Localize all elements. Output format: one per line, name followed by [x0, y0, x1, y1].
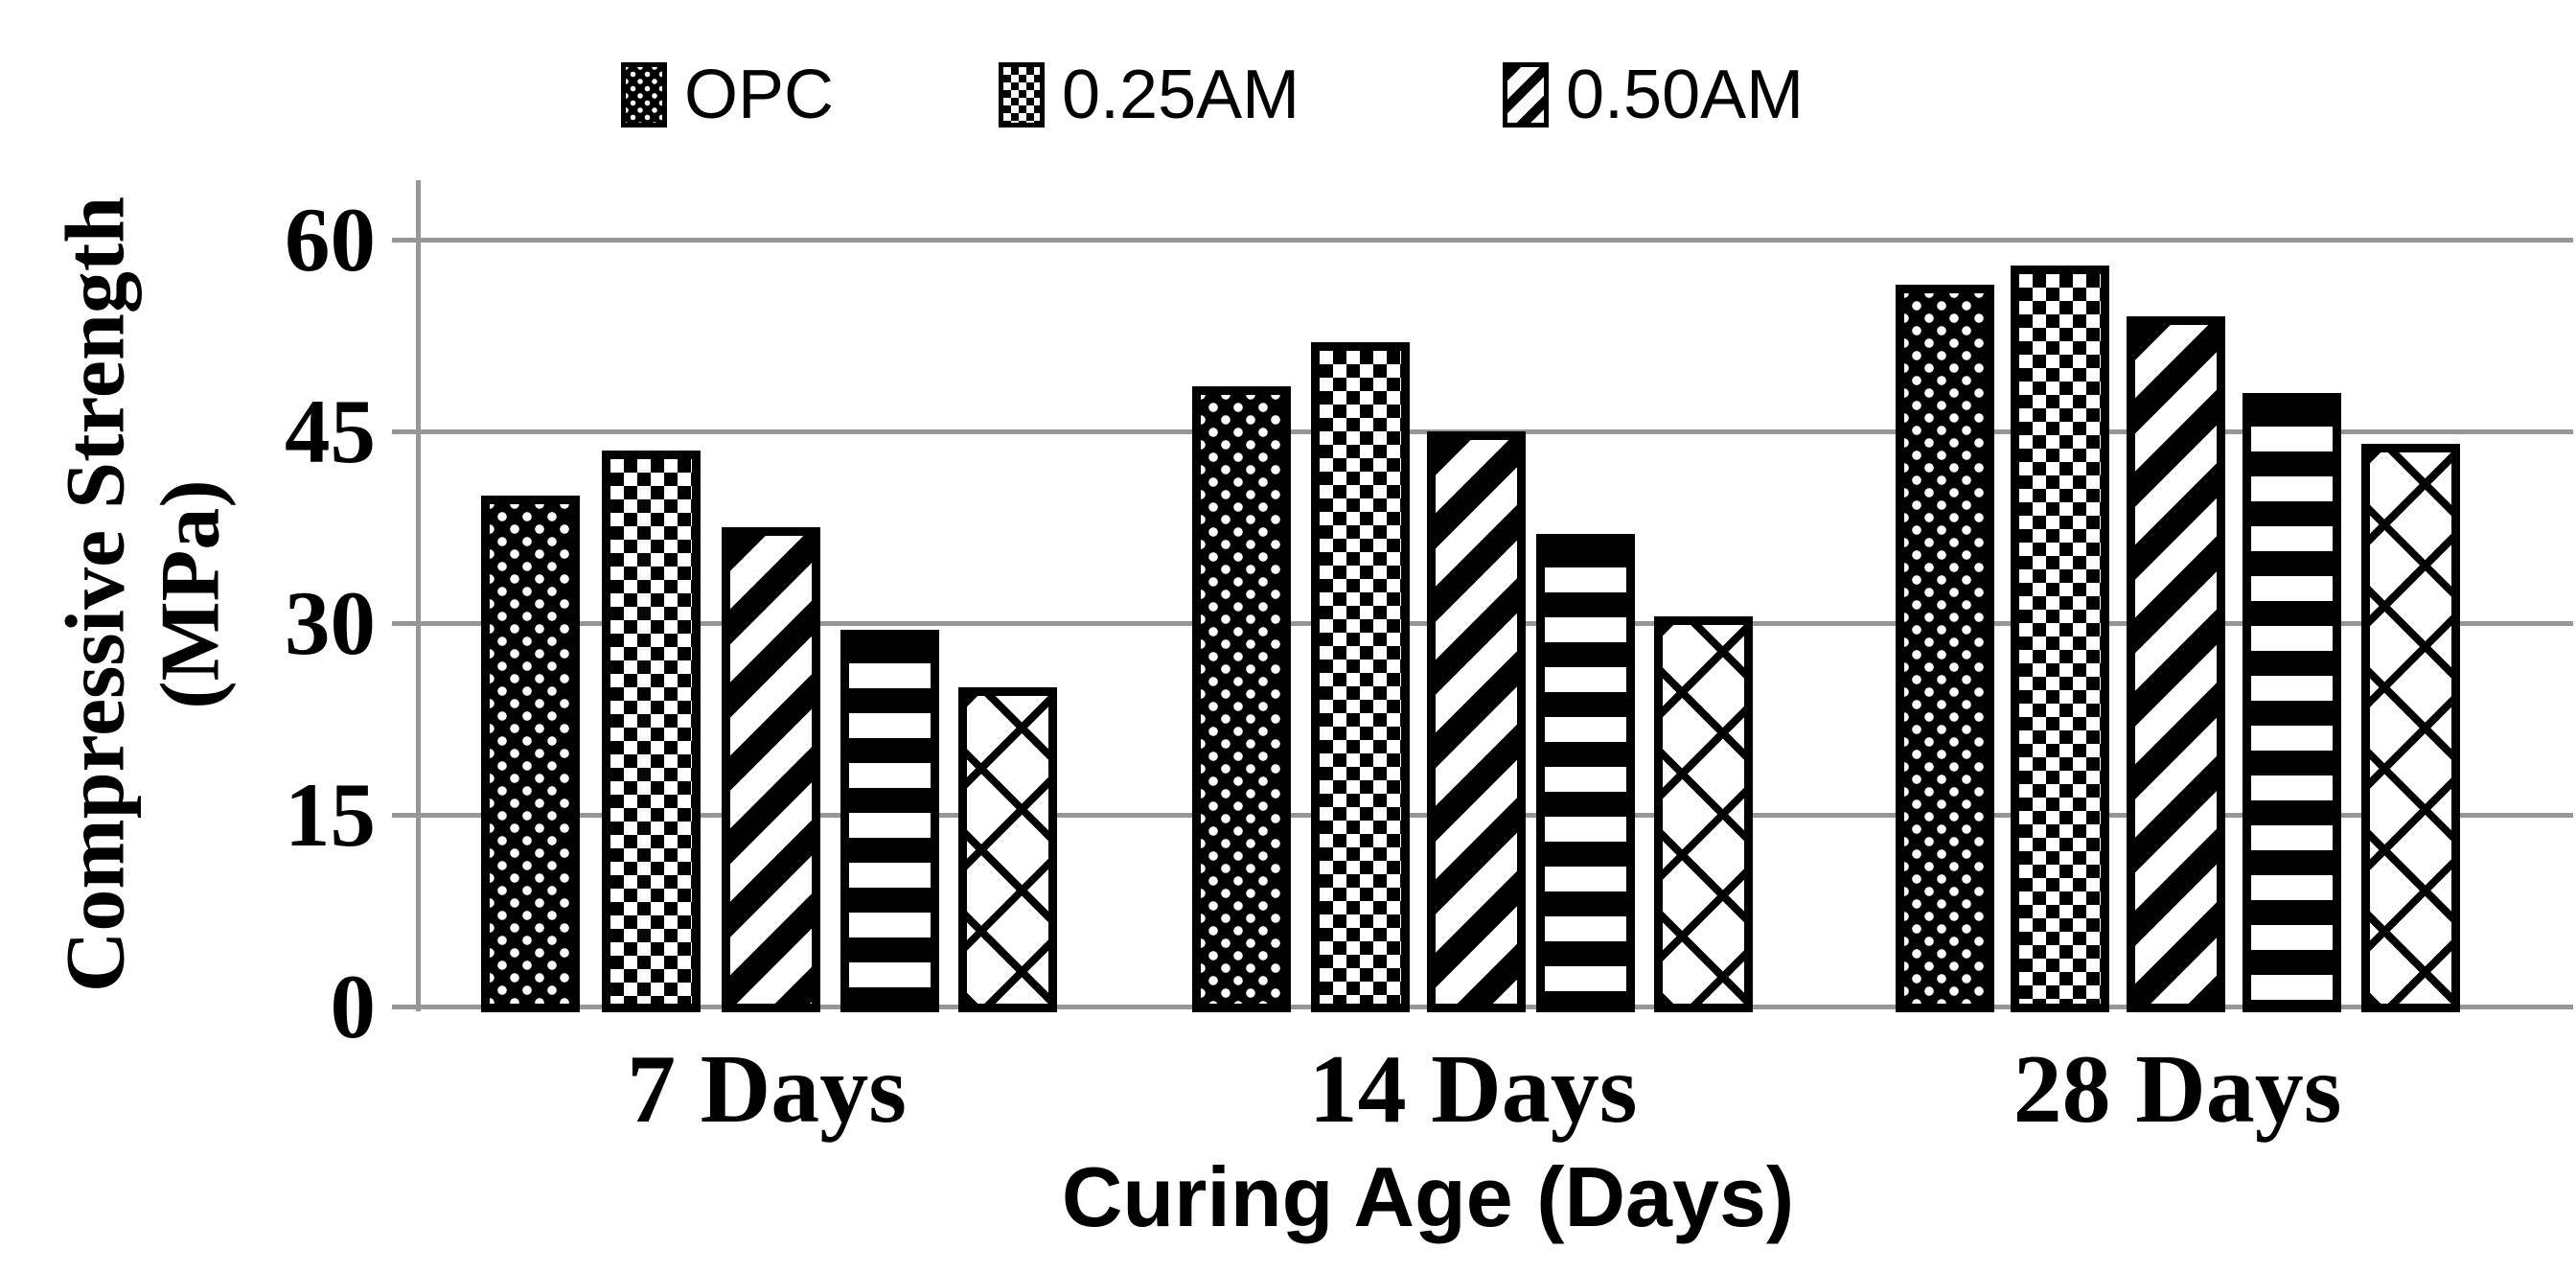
x-axis-title: Curing Age (Days): [1061, 1149, 1795, 1244]
y-axis-title-line1: Compressive Strength: [49, 196, 143, 993]
bar-28days-series4: [2242, 393, 2341, 1012]
bar-14days-0.50AM: [1427, 431, 1526, 1012]
y-tick-label-0: 0: [330, 956, 377, 1057]
bar-7days-series5: [958, 686, 1057, 1012]
legend-swatch-diagonal-stripes-icon: [1503, 62, 1549, 127]
y-tick-label-45: 45: [285, 381, 376, 482]
y-tick-45: [392, 429, 419, 434]
bar-28days-series5: [2361, 444, 2460, 1012]
bar-7days-0.50AM: [722, 527, 820, 1012]
category-label-28days: 28 Days: [2012, 1035, 2342, 1144]
y-axis-line: [416, 180, 421, 1011]
bar-28days-0.25AM: [2011, 265, 2109, 1012]
bar-7days-OPC: [481, 495, 580, 1012]
bar-14days-OPC: [1192, 386, 1291, 1012]
legend-label-0.25am: 0.25AM: [1062, 57, 1300, 133]
bar-28days-0.50AM: [2127, 316, 2225, 1012]
y-tick-60: [392, 238, 419, 243]
bar-28days-OPC: [1896, 284, 1994, 1012]
gridline-60: [419, 238, 2573, 243]
category-label-7days: 7 Days: [627, 1035, 907, 1144]
y-tick-15: [392, 813, 419, 818]
y-tick-label-15: 15: [285, 764, 376, 866]
legend-item-0.25am: 0.25AM: [999, 56, 1300, 134]
category-label-14days: 14 Days: [1308, 1035, 1638, 1144]
y-tick-label-60: 60: [285, 189, 376, 290]
legend-swatch-checkerboard-icon: [999, 62, 1045, 127]
legend-item-opc: OPC: [621, 56, 834, 134]
y-tick-0: [392, 1005, 419, 1009]
y-tick-label-30: 30: [285, 572, 376, 674]
bar-7days-0.25AM: [602, 451, 701, 1012]
bar-7days-series4: [840, 629, 939, 1012]
y-axis-title: Compressive Strength (MPa): [49, 197, 238, 992]
y-tick-30: [392, 621, 419, 626]
bar-14days-series4: [1536, 533, 1635, 1012]
legend-label-0.50am: 0.50AM: [1566, 57, 1805, 133]
bar-14days-series5: [1654, 616, 1753, 1012]
legend-swatch-dots-on-black-icon: [621, 62, 667, 127]
bar-14days-0.25AM: [1311, 341, 1410, 1012]
legend-item-0.50am: 0.50AM: [1503, 56, 1804, 134]
legend-label-opc: OPC: [684, 57, 835, 133]
